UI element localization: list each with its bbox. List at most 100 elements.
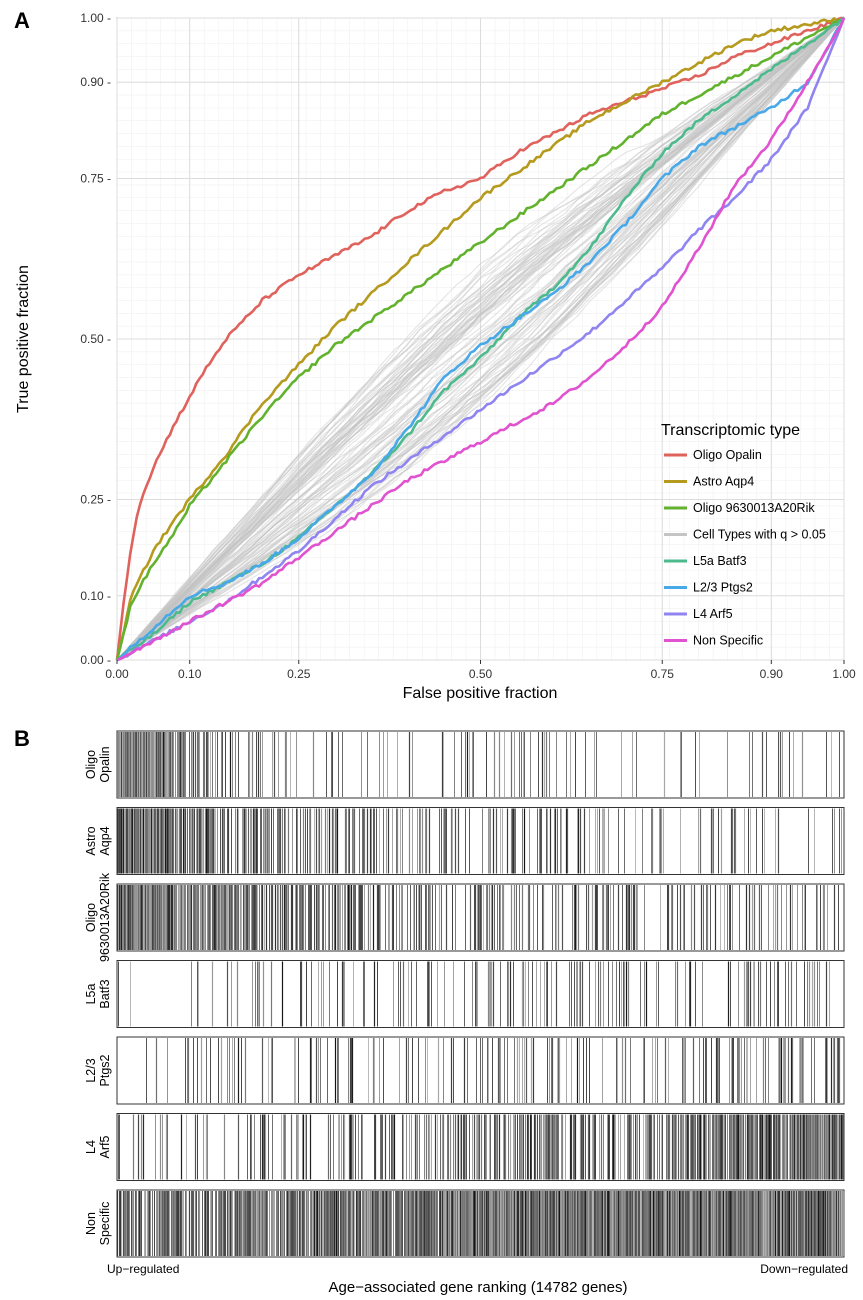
grey-roc-curve — [116, 17, 845, 661]
y-tick-label: 0.00 - — [80, 653, 111, 667]
grey-roc-curve — [116, 17, 845, 661]
grey-roc-curve — [116, 17, 845, 661]
x-tick-label: 0.90 — [760, 667, 784, 681]
grey-roc-curve — [116, 17, 845, 661]
barcode-row-label: L2/3Ptgs2 — [84, 1054, 112, 1086]
roc-axis-ticks: 0.00 0.10 0.25 0.50 0.75 0.90 1.00 0.00 - 0.10 -… — [80, 11, 856, 681]
grey-roc-curve — [116, 17, 845, 661]
legend-label: L4 Arf5 — [693, 607, 733, 621]
grey-roc-curve — [116, 17, 845, 661]
grey-roc-curve — [116, 17, 845, 661]
x-tick-label: 0.10 — [178, 667, 202, 681]
legend-title: Transcriptomic type — [661, 422, 800, 439]
grey-roc-curve — [116, 17, 845, 661]
grey-roc-curve — [116, 17, 845, 661]
grey-roc-curve — [116, 17, 845, 661]
grey-roc-curve — [116, 17, 845, 661]
up-regulated-label: Up−regulated — [107, 1262, 179, 1276]
grey-roc-curve — [116, 17, 845, 661]
x-tick-label: 0.00 — [105, 667, 129, 681]
grey-roc-curve — [116, 17, 845, 661]
barcode-row-oligo-9630013a20rik: Oligo9630013A20Rik — [84, 872, 845, 962]
barcode-row-label-line1: L4 — [84, 1140, 98, 1154]
barcode-row-label-line1: Non — [84, 1212, 98, 1235]
barcode-row-label: L4Arf5 — [84, 1135, 112, 1158]
panel-b-label: B — [14, 726, 30, 751]
barcode-row-oligo-opalin: OligoOpalin — [84, 730, 845, 799]
grey-roc-curve — [116, 17, 845, 661]
grey-roc-curve — [116, 17, 845, 661]
grey-roc-curve — [116, 17, 845, 661]
x-axis-label: False positive fraction — [403, 685, 558, 702]
y-tick-label: 1.00 - — [80, 11, 111, 25]
y-tick-label: 0.90 - — [80, 75, 111, 89]
roc-line-astro-aqp4 — [115, 16, 845, 661]
grey-roc-curve — [116, 17, 845, 661]
grey-roc-curve — [116, 17, 845, 661]
barcode-row-label-line2: Specific — [98, 1202, 112, 1246]
grey-roc-curve — [116, 17, 845, 661]
grey-roc-curve — [116, 17, 845, 661]
grey-roc-curve — [116, 17, 845, 661]
x-tick-label: 1.00 — [832, 667, 856, 681]
barcode-row-label-line1: Oligo — [84, 903, 98, 932]
grey-roc-curve — [116, 17, 845, 661]
grey-roc-curve — [116, 17, 845, 661]
roc-line-l2-3-ptgs2 — [116, 17, 846, 662]
grey-roc-curve — [116, 17, 845, 661]
legend-label: Astro Aqp4 — [693, 475, 754, 489]
grey-roc-curve — [116, 17, 845, 661]
grey-roc-curve — [116, 17, 845, 661]
grey-roc-curve — [116, 17, 845, 661]
grey-roc-curve — [116, 17, 845, 661]
roc-line-oligo-9630013a20rik — [115, 16, 845, 661]
grey-roc-curve — [116, 17, 845, 661]
legend-label: Cell Types with q > 0.05 — [693, 528, 826, 542]
grey-roc-curve — [116, 17, 845, 661]
grey-roc-curve — [116, 17, 845, 661]
grey-roc-curve — [116, 17, 845, 661]
barcode-row-label: L5aBatf3 — [84, 979, 112, 1008]
x-tick-label: 0.50 — [469, 667, 493, 681]
barcode-row-label-line2: Ptgs2 — [98, 1054, 112, 1086]
y-tick-label: 0.25 - — [80, 493, 111, 507]
grey-roc-curve — [116, 17, 845, 661]
legend-label: L2/3 Ptgs2 — [693, 581, 753, 595]
grey-roc-curve — [116, 17, 845, 661]
grey-roc-curve — [116, 17, 845, 661]
roc-line-oligo-opalin — [115, 16, 844, 661]
grey-roc-curve — [116, 17, 845, 661]
grey-roc-curve — [116, 17, 845, 661]
grey-roc-curve — [116, 17, 845, 661]
barcode-row-label: AstroAqp4 — [84, 826, 112, 855]
y-tick-label: 0.75 - — [80, 172, 111, 186]
panel-a-label: A — [14, 8, 30, 33]
legend-label: L5a Batf3 — [693, 554, 747, 568]
grey-roc-curve — [116, 17, 845, 661]
x-tick-label: 0.25 — [287, 667, 311, 681]
grey-roc-curve — [116, 17, 845, 661]
grey-roc-curve — [116, 17, 845, 661]
barcode-row-label: OligoOpalin — [84, 746, 112, 782]
grey-roc-curve — [116, 17, 845, 661]
grey-roc-curve — [116, 17, 845, 661]
grey-roc-curve — [116, 17, 845, 661]
barcode-frame — [116, 960, 845, 1028]
barcode-row-label-line1: Oligo — [84, 750, 98, 779]
grey-roc-curve — [116, 17, 845, 661]
legend: Transcriptomic type Oligo Opalin Astro Aq… — [661, 422, 826, 648]
grey-roc-curve — [116, 17, 845, 661]
grey-roc-curve — [116, 17, 845, 661]
grey-roc-curve — [116, 17, 845, 661]
roc-grid — [116, 17, 845, 661]
grey-roc-curve — [116, 17, 845, 661]
grey-roc-curve — [116, 17, 845, 661]
grey-roc-curve — [116, 17, 845, 661]
grey-roc-curve — [116, 17, 845, 661]
barcode-row-label-line1: L2/3 — [84, 1058, 98, 1082]
barcode-row-label-line2: Opalin — [98, 746, 112, 782]
grey-roc-curve — [116, 17, 845, 661]
barcode-row-l4-arf5: L4Arf5 — [84, 1113, 845, 1181]
grey-roc-curve — [116, 17, 845, 661]
